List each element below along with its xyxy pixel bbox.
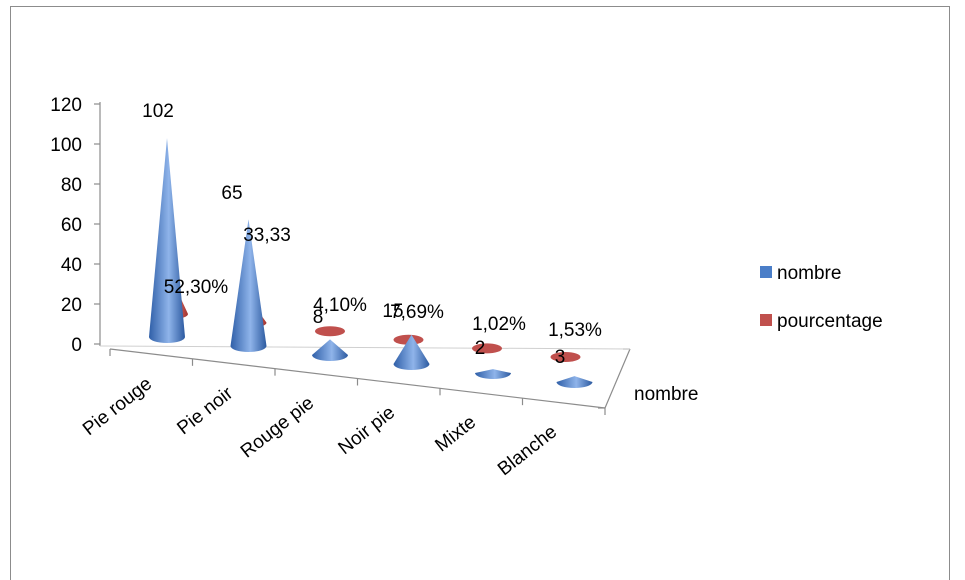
- cone-nombre-2: [312, 339, 348, 361]
- legend: nombre pourcentage: [760, 263, 883, 332]
- x-tick-label: Rouge pie: [237, 393, 318, 463]
- cone-series: [149, 138, 593, 389]
- depth-axis-label: nombre: [634, 384, 698, 405]
- cone-nombre-5: [556, 376, 593, 389]
- axes: [99, 102, 631, 409]
- x-tick-label: Pie rouge: [79, 373, 156, 440]
- cone-nombre-0: [149, 138, 185, 343]
- cone-pourcentage-4: [472, 343, 502, 354]
- floor-back-edge: [99, 345, 631, 350]
- data-label-pourcentage: 1,53%: [548, 320, 602, 341]
- x-tick-label: Pie noir: [173, 383, 237, 440]
- data-label-nombre: 8: [313, 307, 324, 328]
- legend-entry-nombre: nombre: [777, 263, 841, 284]
- x-tick-label: Mixte: [431, 412, 480, 457]
- legend-entry-pourcentage: pourcentage: [777, 311, 883, 332]
- data-label-pourcentage: 1,02%: [472, 314, 526, 335]
- y-tick-label: 80: [61, 175, 82, 196]
- y-tick-label: 120: [50, 95, 82, 116]
- cone-nombre-3: [393, 334, 430, 370]
- y-tick-label: 100: [50, 135, 82, 156]
- legend-swatch-nombre: [760, 266, 772, 278]
- data-label-nombre: 65: [221, 183, 242, 204]
- data-label-nombre: 3: [555, 347, 566, 368]
- x-tick-label: Noir pie: [335, 402, 400, 459]
- data-label-pourcentage: 4,10%: [313, 295, 367, 316]
- data-label-nombre: 2: [475, 338, 486, 359]
- y-tick-label: 60: [61, 215, 82, 236]
- cone-pourcentage-5: [550, 352, 581, 362]
- cone-nombre-4: [475, 369, 511, 379]
- y-tick-label: 0: [71, 335, 82, 356]
- x-tick-label: Blanche: [494, 421, 561, 480]
- x-axis-ticks: Pie rouge Pie noir Rouge pie Noir pie Mixte B…: [79, 349, 606, 480]
- data-label-pourcentage: 33,33: [243, 225, 291, 246]
- cone-nombre-1: [230, 219, 267, 352]
- depth-axis-line: [604, 348, 631, 409]
- data-label-nombre: 15: [382, 301, 403, 322]
- data-labels: 102 65 8 15 2 3 52,30% 33,33 4,10% 7,69% 1,02% 1,53…: [142, 101, 602, 368]
- y-tick-label: 20: [61, 295, 82, 316]
- cone-pourcentage-2: [315, 326, 345, 337]
- data-label-pourcentage: 52,30%: [164, 277, 229, 298]
- data-label-nombre: 102: [142, 101, 174, 122]
- y-tick-label: 40: [61, 255, 82, 276]
- y-axis-ticks: 0 20 40 60 80 100 120: [50, 95, 100, 356]
- data-label-pourcentage: 7,69%: [390, 302, 444, 323]
- legend-swatch-pourcentage: [760, 314, 772, 326]
